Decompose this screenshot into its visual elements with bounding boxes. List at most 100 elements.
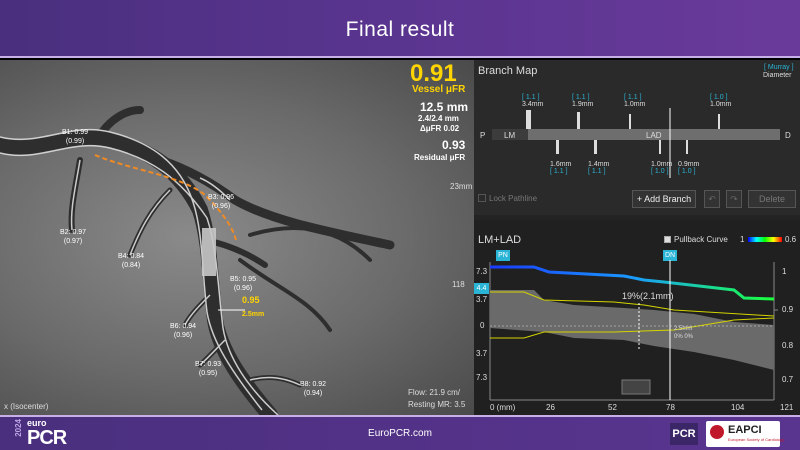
- stenosis-segment: [202, 228, 216, 276]
- angiography-view[interactable]: B1: 0.99 (0.99) B2: 0.97 (0.97) B3: 0.96…: [0, 60, 474, 415]
- scale-118: 118: [452, 280, 465, 289]
- color-scale-bar: [748, 237, 782, 242]
- undo-icon[interactable]: ↶: [704, 190, 720, 208]
- vessel-ufr-value: 0.91: [410, 60, 457, 87]
- lm-label: LM: [504, 131, 516, 140]
- resting-text: Resting MR: 3.5: [408, 400, 466, 409]
- redo-icon[interactable]: ↷: [726, 190, 742, 208]
- pullback-checkbox-label: Pullback Curve: [674, 235, 728, 244]
- right-tick-2: 0.9: [782, 305, 794, 314]
- pcr-logo: PCR: [670, 423, 698, 445]
- lock-pathline-checkbox[interactable]: [478, 194, 486, 202]
- branch-b3-path-dashed: [94, 154, 237, 241]
- branch-b4-label: B4: 0.84 (0.84): [118, 253, 145, 269]
- heart-icon: [710, 425, 724, 439]
- murray-label: [ Murray ]: [764, 64, 794, 71]
- eapci-text: EAPCI: [728, 424, 762, 436]
- branch-b1-label: B1: 0.99 (0.99): [62, 129, 89, 145]
- pullback-chart[interactable]: [474, 220, 800, 415]
- vessel-length: 12.5 mm: [420, 100, 469, 114]
- color-scale-max: 0.6: [785, 235, 797, 244]
- top-ratio-3: [ 1.1 ]: [624, 94, 642, 101]
- branch-map-diagram[interactable]: [474, 108, 800, 178]
- bottom-size-4: 0.9mm: [678, 161, 700, 168]
- branch-b5-label: B5: 0.95 (0.96): [230, 276, 257, 292]
- x-tick-0: 0 (mm): [490, 403, 516, 412]
- x-tick-26: 26: [546, 403, 555, 412]
- footer-url: EuroPCR.com: [368, 428, 432, 439]
- footer-bar: 2024 euro PCR EuroPCR.com PCR EAPCI Euro…: [0, 415, 800, 450]
- x-tick-121: 121: [780, 403, 794, 412]
- right-tick-4: 0.7: [782, 375, 794, 384]
- x-tick-52: 52: [608, 403, 617, 412]
- vessel-ufr-label: Vessel μFR: [412, 84, 466, 95]
- main-area: B1: 0.99 (0.99) B2: 0.97 (0.97) B3: 0.96…: [0, 60, 800, 415]
- lock-pathline-label: Lock Pathline: [489, 194, 538, 203]
- bottom-size-1: 1.6mm: [550, 161, 572, 168]
- eapci-subtext: European Society of Cardiology: [728, 437, 785, 442]
- branch-b6-label: B6: 0.94 (0.96): [170, 323, 197, 339]
- top-size-1: 3.4mm: [522, 101, 544, 108]
- pn-marker[interactable]: PN: [496, 250, 510, 261]
- branch-b7-label: B7: 0.93 (0.95): [195, 361, 222, 377]
- branch-b3: [155, 155, 395, 250]
- annotation-length: 2.5mm: [674, 326, 693, 332]
- delta-ufr: ΔμFR 0.02: [420, 124, 460, 133]
- title-bar: Final result: [0, 0, 800, 58]
- x-tick-104: 104: [731, 403, 745, 412]
- bottom-ratio-1: [ 1.1 ]: [550, 168, 568, 175]
- left-tick-4: 3.7: [476, 295, 488, 304]
- distal-branches: [238, 226, 372, 332]
- add-branch-button[interactable]: + Add Branch: [632, 190, 696, 208]
- stent-value: 0.95: [242, 295, 260, 305]
- bottom-ratio-4: [ 1.0 ]: [678, 168, 696, 175]
- annotation-pct: 0% 0%: [674, 334, 694, 340]
- vessel-diameter: 2.4/2.4 mm: [418, 114, 459, 123]
- residual-ufr-value: 0.93: [442, 138, 466, 152]
- pullback-title: LM+LAD: [478, 234, 522, 246]
- stenosis-label: 19%(2.1mm): [622, 291, 674, 301]
- footer-pcr: PCR: [27, 427, 67, 449]
- color-scale-min: 1: [740, 235, 745, 244]
- vessel-tree: [0, 106, 395, 415]
- bottom-size-3: 1.0mm: [651, 161, 673, 168]
- isocenter-text: x (Isocenter): [4, 402, 49, 411]
- top-size-3: 1.0mm: [624, 101, 646, 108]
- left-tick-5: 7.3: [476, 373, 488, 382]
- branch-b1: [96, 106, 144, 139]
- diameter-label: Diameter: [763, 72, 792, 79]
- lad-label: LAD: [646, 131, 662, 140]
- top-ratio-1: [ 1.1 ]: [522, 94, 540, 101]
- branch-b2-label: B2: 0.97 (0.97): [60, 229, 87, 245]
- pullback-panel: LM+LAD Pullback Curve 1 0.6 PN DN 4.4: [474, 220, 800, 415]
- position-marker: 4.4: [474, 283, 489, 294]
- left-tick-2: 3.7: [476, 349, 488, 358]
- top-ratio-4: [ 1.0 ]: [710, 94, 728, 101]
- flow-text: Flow: 21.9 cm/: [408, 388, 461, 397]
- residual-ufr-label: Residual μFR: [414, 153, 466, 162]
- pullback-checkbox[interactable]: [664, 236, 671, 243]
- branch-map-panel: Branch Map [ Murray ] Diameter [ 1.1 ] 3…: [474, 60, 800, 215]
- slide-title: Final result: [345, 18, 455, 41]
- eapci-logo: EAPCI European Society of Cardiology: [706, 421, 784, 447]
- branch-b3-label: B3: 0.96 (0.96): [208, 194, 235, 210]
- footer-euro: euro: [27, 418, 47, 428]
- top-size-2: 1.9mm: [572, 101, 594, 108]
- right-tick-3: 0.8: [782, 341, 794, 350]
- left-tick-1: 7.3: [476, 267, 488, 276]
- right-tick-1: 1: [782, 267, 787, 276]
- distal-label: D: [785, 131, 791, 140]
- x-tick-78: 78: [666, 403, 675, 412]
- bottom-ratio-2: [ 1.1 ]: [588, 168, 606, 175]
- dn-marker[interactable]: DN: [663, 250, 677, 261]
- stent-length: 2.5mm: [242, 311, 265, 318]
- top-size-4: 1.0mm: [710, 101, 732, 108]
- analysis-panel: Branch Map [ Murray ] Diameter [ 1.1 ] 3…: [474, 60, 800, 415]
- scale-23mm: 23mm: [450, 182, 473, 191]
- delete-button[interactable]: Delete: [748, 190, 796, 208]
- top-ratio-2: [ 1.1 ]: [572, 94, 590, 101]
- bottom-ratio-3: [ 1.0 ]: [651, 168, 669, 175]
- proximal-label: P: [480, 131, 486, 140]
- left-tick-3: 0: [480, 321, 485, 330]
- branch-b4: [127, 187, 173, 258]
